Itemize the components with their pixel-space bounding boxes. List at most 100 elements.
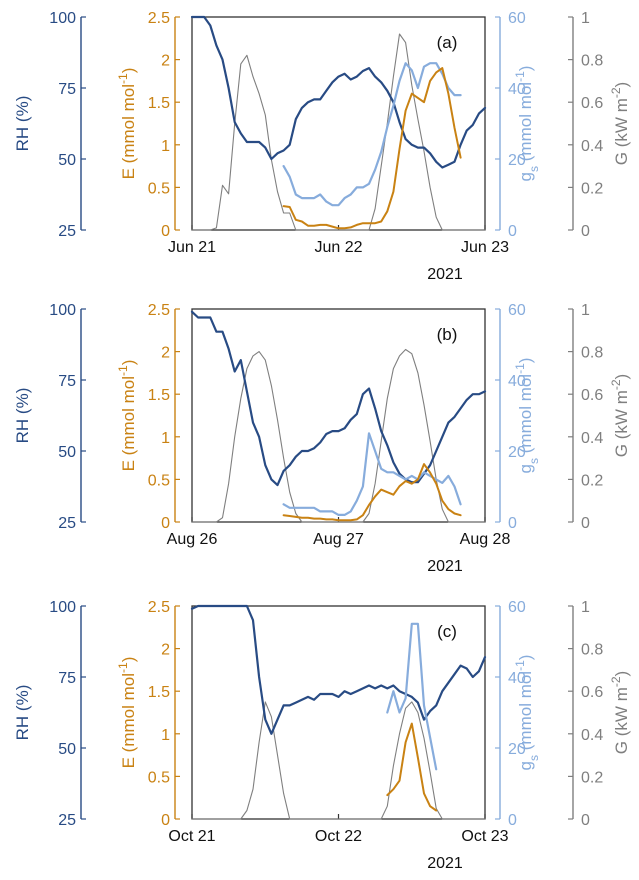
rh-series-line <box>190 604 487 735</box>
e-axis-label: E (mmol mol-1) <box>116 68 138 180</box>
g-axis-label-part: G (kW m <box>612 687 631 754</box>
g-tick-label: 0 <box>581 812 590 829</box>
e-axis-label-part: E (mmol mol <box>119 673 138 768</box>
gs-axis-label-part: (mmol mol <box>516 374 535 458</box>
e-series-line <box>282 463 462 522</box>
g-axis-label-part: ) <box>612 671 631 677</box>
e-axis-label: E (mmol mol-1) <box>116 657 138 769</box>
g-axis-label-part: ) <box>612 82 631 88</box>
gs-axis-label-part: ) <box>516 358 535 364</box>
g-axis-label-part: G (kW m <box>612 98 631 165</box>
g-tick-label: 0.6 <box>581 95 603 112</box>
x-tick-label: Oct 23 <box>461 828 508 845</box>
gs-axis-label-part: ) <box>516 66 535 72</box>
g-tick-label: 1 <box>581 302 590 319</box>
e-tick-label: 0.5 <box>148 472 170 489</box>
rh-tick-label: 50 <box>58 444 76 461</box>
e-tick-label: 0.5 <box>148 180 170 197</box>
g-axis-label-part: -2 <box>609 676 623 687</box>
x-tick-label: Aug 26 <box>167 531 218 548</box>
e-tick-label: 1.5 <box>148 95 170 112</box>
gs-axis-label-part: s <box>527 755 541 761</box>
gs-tick-label: 20 <box>508 741 526 758</box>
e-series-line <box>386 722 438 812</box>
e-axis-label-part: -1 <box>116 662 130 673</box>
gs-axis-label-part: g <box>516 464 535 473</box>
g-axis-label-part: ) <box>612 374 631 380</box>
x-tick-label: Aug 27 <box>313 531 364 548</box>
panel-label: (c) <box>437 622 457 641</box>
rh-tick-label: 50 <box>58 741 76 758</box>
rh-tick-label: 75 <box>58 81 76 98</box>
x-tick-label: Aug 28 <box>460 531 511 548</box>
rh-tick-label: 75 <box>58 373 76 390</box>
g-tick-label: 0.2 <box>581 180 603 197</box>
e-axis-label-part: ) <box>119 657 138 663</box>
e-tick-label: 2 <box>161 345 170 362</box>
rh-tick-label: 75 <box>58 670 76 687</box>
g-tick-label: 0.2 <box>581 472 603 489</box>
g-axis-label: G (kW m-2) <box>609 82 631 165</box>
g-tick-label: 0.4 <box>581 430 603 447</box>
x-tick-label: Jun 22 <box>314 239 362 256</box>
panel-b: 25 50 75 100 0 0.5 1 1.5 2 2.5 0 20 40 60 0 0.2 0.4 0.6 0.… <box>13 302 631 575</box>
e-axis-label-part: ) <box>119 360 138 366</box>
e-tick-label: 0.5 <box>148 769 170 786</box>
e-tick-label: 0 <box>161 515 170 532</box>
panel-a: 25 50 75 100 0 0.5 1 1.5 2 2.5 0 20 40 60 0 0.2 0.4 0.6 0.… <box>13 10 631 283</box>
gs-series-line <box>282 432 462 517</box>
gs-series-line <box>282 62 462 207</box>
rh-axis-label: RH (%) <box>13 685 32 741</box>
g-tick-label: 0.6 <box>581 684 603 701</box>
g-tick-label: 0 <box>581 223 590 240</box>
e-tick-label: 1.5 <box>148 387 170 404</box>
x-year-label: 2021 <box>427 266 463 283</box>
rh-tick-label: 50 <box>58 152 76 169</box>
e-axis-label-part: E (mmol mol <box>119 84 138 179</box>
gs-axis-label: gs (mmol mol-1) <box>513 66 541 182</box>
e-tick-label: 1 <box>161 430 170 447</box>
e-tick-label: 0 <box>161 223 170 240</box>
e-series-line <box>282 67 462 230</box>
gs-axis-label-part: (mmol mol <box>516 82 535 166</box>
gs-axis-label-part: -1 <box>513 660 527 671</box>
g-series-line <box>191 701 486 820</box>
gs-axis-label-part: g <box>516 761 535 770</box>
panel-c: 25 50 75 100 0 0.5 1 1.5 2 2.5 0 20 40 60 0 0.2 0.4 0.6 0.… <box>13 599 631 872</box>
e-axis-label-part: E (mmol mol <box>119 376 138 471</box>
rh-series-line <box>190 15 487 169</box>
x-tick-label: Jun 21 <box>168 239 216 256</box>
rh-axis-label: RH (%) <box>13 388 32 444</box>
g-tick-label: 1 <box>581 599 590 616</box>
gs-series-line <box>386 622 438 771</box>
e-tick-label: 2.5 <box>148 599 170 616</box>
g-axis-label-part: -2 <box>609 87 623 98</box>
g-tick-label: 1 <box>581 10 590 27</box>
g-tick-label: 0 <box>581 515 590 532</box>
panel-label: (a) <box>437 33 458 52</box>
gs-axis-label-part: -1 <box>513 71 527 82</box>
e-tick-label: 1 <box>161 138 170 155</box>
g-tick-label: 0.8 <box>581 345 603 362</box>
x-tick-label: Jun 23 <box>461 239 509 256</box>
gs-tick-label: 40 <box>508 81 526 98</box>
e-tick-label: 1.5 <box>148 684 170 701</box>
panel-label: (b) <box>437 325 458 344</box>
e-axis-label: E (mmol mol-1) <box>116 360 138 472</box>
e-tick-label: 2.5 <box>148 10 170 27</box>
e-tick-label: 0 <box>161 812 170 829</box>
gs-tick-label: 20 <box>508 152 526 169</box>
e-axis-label-part: -1 <box>116 365 130 376</box>
rh-tick-label: 100 <box>49 599 76 616</box>
rh-series-line <box>190 310 487 487</box>
gs-axis-label-part: g <box>516 172 535 181</box>
g-tick-label: 0.4 <box>581 138 603 155</box>
gs-tick-label: 0 <box>508 812 517 829</box>
e-tick-label: 1 <box>161 727 170 744</box>
rh-axis-label: RH (%) <box>13 96 32 152</box>
gs-axis-label-part: -1 <box>513 363 527 374</box>
e-axis-label-part: -1 <box>116 73 130 84</box>
gs-tick-label: 40 <box>508 373 526 390</box>
gs-tick-label: 60 <box>508 302 526 319</box>
